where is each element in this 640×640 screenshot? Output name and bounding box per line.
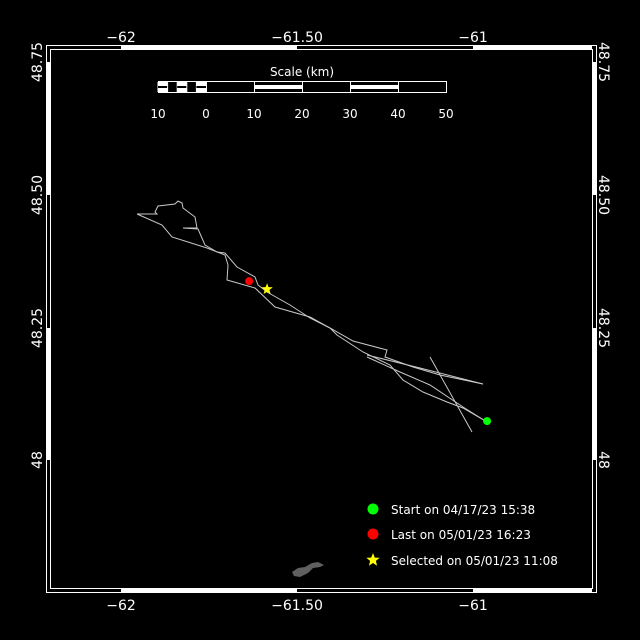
scale-label-4: 30 <box>342 107 357 121</box>
top-lon-label-1: −61.50 <box>271 30 323 46</box>
legend-selected-label: Selected on 05/01/23 11:08 <box>391 554 558 568</box>
right-lat-label-1: 48.50 <box>595 175 611 215</box>
top-lon-label-0: −62 <box>106 30 136 46</box>
track-segment <box>366 356 488 423</box>
frame-inner <box>50 49 593 589</box>
legend: Start on 04/17/23 15:38 Last on 05/01/23… <box>366 503 558 568</box>
left-lat-label-1: 48.50 <box>30 175 46 215</box>
top-lon-label-2: −61 <box>458 30 488 46</box>
scale-fill-gap <box>158 86 168 88</box>
frame-left-segment <box>46 328 50 460</box>
track-markers <box>245 277 492 426</box>
map-frame <box>46 45 597 593</box>
selected-star-marker[interactable] <box>261 283 273 294</box>
scale-fill <box>350 85 398 89</box>
scale-bar: Scale (km) 10 0 10 20 30 40 50 <box>150 65 453 121</box>
frame-right-segment <box>592 62 596 195</box>
frame-outer <box>46 45 597 593</box>
last-marker[interactable] <box>245 277 254 286</box>
vessel-track <box>136 200 488 433</box>
track-segment <box>429 356 473 433</box>
frame-bottom-segment <box>121 588 297 592</box>
scale-label-3: 20 <box>294 107 309 121</box>
scale-title: Scale (km) <box>270 65 334 79</box>
bottom-lon-label-0: −62 <box>106 598 136 614</box>
scale-fill <box>254 85 302 89</box>
frame-top-segment <box>473 46 592 50</box>
scale-label-5: 40 <box>390 107 405 121</box>
left-lat-label-0: 48.75 <box>30 42 46 82</box>
scale-label-1: 0 <box>202 107 210 121</box>
frame-left-segment <box>46 62 50 195</box>
legend-last-label: Last on 05/01/23 16:23 <box>391 528 531 542</box>
left-lat-label-3: 48 <box>30 451 46 469</box>
right-lat-label-2: 48.25 <box>595 308 611 348</box>
left-lat-label-2: 48.25 <box>30 308 46 348</box>
legend-start-label: Start on 04/17/23 15:38 <box>391 503 535 517</box>
legend-last-icon <box>367 528 379 540</box>
scale-label-6: 50 <box>438 107 453 121</box>
scale-label-2: 10 <box>246 107 261 121</box>
legend-selected-star-icon <box>366 553 380 566</box>
axis-tick-labels: −62 −61.50 −61 −62 −61.50 −61 48.75 48.5… <box>30 30 611 614</box>
scale-fill-gap <box>177 86 187 88</box>
start-marker[interactable] <box>483 417 492 426</box>
scale-label-0: 10 <box>150 107 165 121</box>
frame-top-segment <box>121 46 297 50</box>
scale-fill-gap <box>196 86 206 88</box>
frame-bottom-segment <box>473 588 592 592</box>
right-lat-label-0: 48.75 <box>595 42 611 82</box>
bottom-lon-label-1: −61.50 <box>271 598 323 614</box>
track-segment <box>137 200 484 385</box>
track-segment <box>366 354 484 385</box>
frame-right-segment <box>592 328 596 460</box>
bottom-lon-label-2: −61 <box>458 598 488 614</box>
land-island <box>292 562 324 577</box>
right-lat-label-3: 48 <box>595 451 611 469</box>
legend-start-icon <box>367 503 379 515</box>
track-segment <box>136 213 488 423</box>
